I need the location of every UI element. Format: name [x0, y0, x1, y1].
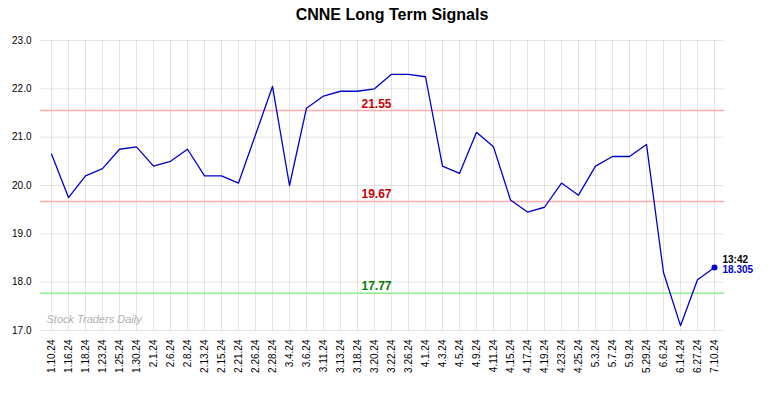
svg-text:4.3.24: 4.3.24 [437, 339, 448, 367]
svg-text:3.11.24: 3.11.24 [318, 339, 329, 372]
svg-text:21.55: 21.55 [362, 97, 392, 111]
svg-text:3.20.24: 3.20.24 [369, 339, 380, 373]
svg-text:2.13.24: 2.13.24 [199, 339, 210, 373]
svg-text:2.1.24: 2.1.24 [148, 339, 159, 367]
svg-text:1.10.24: 1.10.24 [46, 339, 57, 373]
svg-text:3.4.24: 3.4.24 [284, 339, 295, 367]
svg-text:6.14.24: 6.14.24 [675, 339, 686, 373]
svg-text:2.26.24: 2.26.24 [250, 339, 261, 373]
svg-text:22.0: 22.0 [12, 83, 32, 94]
svg-text:18.305: 18.305 [723, 264, 754, 275]
svg-text:1.25.24: 1.25.24 [114, 339, 125, 373]
svg-text:4.9.24: 4.9.24 [471, 339, 482, 367]
svg-text:1.23.24: 1.23.24 [97, 339, 108, 373]
svg-text:19.0: 19.0 [12, 228, 32, 239]
svg-text:2.21.24: 2.21.24 [233, 339, 244, 373]
svg-text:17.77: 17.77 [362, 279, 392, 293]
svg-text:4.17.24: 4.17.24 [522, 339, 533, 373]
svg-text:1.30.24: 1.30.24 [131, 339, 142, 373]
svg-text:5.9.24: 5.9.24 [624, 339, 635, 367]
svg-text:4.25.24: 4.25.24 [573, 339, 584, 373]
svg-text:3.13.24: 3.13.24 [335, 339, 346, 373]
svg-text:4.19.24: 4.19.24 [539, 339, 550, 373]
svg-text:2.6.24: 2.6.24 [165, 339, 176, 367]
svg-text:4.5.24: 4.5.24 [454, 339, 465, 367]
svg-text:4.1.24: 4.1.24 [420, 339, 431, 367]
svg-text:17.0: 17.0 [12, 325, 32, 336]
svg-text:21.0: 21.0 [12, 131, 32, 142]
svg-text:Stock Traders Daily: Stock Traders Daily [47, 313, 144, 325]
svg-text:4.23.24: 4.23.24 [556, 339, 567, 373]
svg-text:13:42: 13:42 [722, 254, 749, 266]
svg-text:4.11.24: 4.11.24 [488, 339, 499, 372]
svg-text:1.16.24: 1.16.24 [63, 339, 74, 373]
svg-text:23.0: 23.0 [12, 35, 32, 46]
svg-text:5.3.24: 5.3.24 [590, 339, 601, 367]
svg-text:6.27.24: 6.27.24 [692, 339, 703, 373]
svg-text:6.6.24: 6.6.24 [658, 339, 669, 367]
svg-text:1.18.24: 1.18.24 [80, 339, 91, 373]
svg-text:5.7.24: 5.7.24 [607, 339, 618, 367]
svg-text:18.0: 18.0 [12, 276, 32, 287]
svg-text:2.8.24: 2.8.24 [182, 339, 193, 367]
svg-text:3.18.24: 3.18.24 [352, 339, 363, 373]
svg-text:19.67: 19.67 [362, 187, 392, 201]
svg-text:3.22.24: 3.22.24 [386, 339, 397, 373]
svg-text:5.29.24: 5.29.24 [641, 339, 652, 373]
svg-text:3.26.24: 3.26.24 [403, 339, 414, 373]
svg-text:4.15.24: 4.15.24 [505, 339, 516, 373]
html-text:CNNE Long Term Signals: CNNE Long Term Signals [295, 6, 489, 23]
svg-text:2.28.24: 2.28.24 [267, 339, 278, 373]
svg-text:2.15.24: 2.15.24 [216, 339, 227, 373]
svg-text:3.6.24: 3.6.24 [301, 339, 312, 367]
svg-text:20.0: 20.0 [12, 180, 32, 191]
svg-text:7.10.24: 7.10.24 [709, 339, 720, 373]
